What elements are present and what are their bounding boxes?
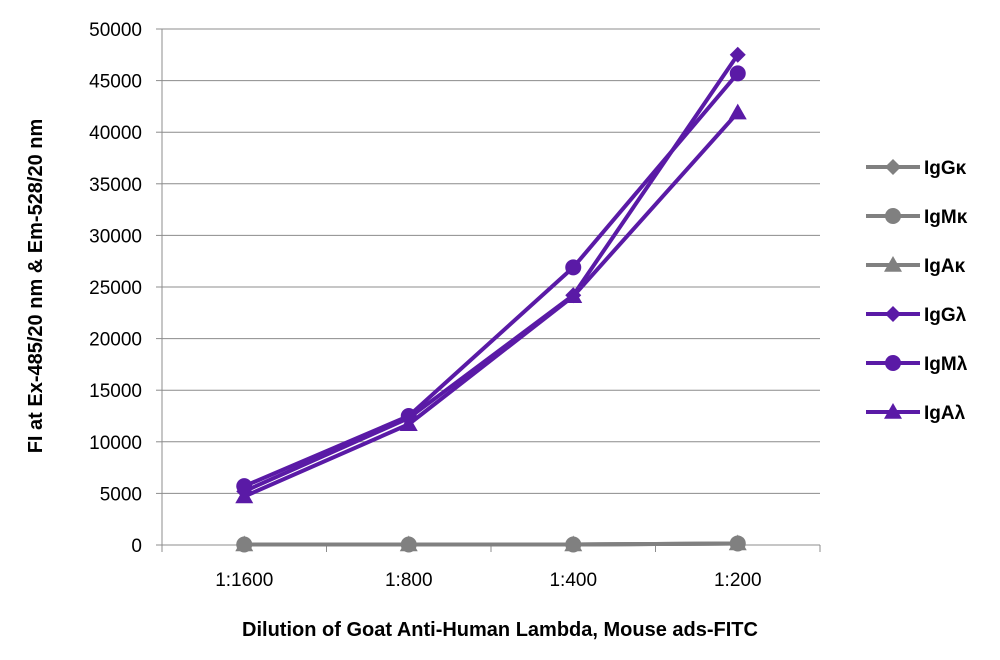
y-tick-label: 50000 xyxy=(89,20,142,41)
legend-item: IgAλ xyxy=(866,403,966,424)
data-point xyxy=(235,535,254,552)
data-point xyxy=(564,287,583,304)
x-tick-labels: 1:1600 1:800 1:400 1:200 xyxy=(215,570,761,591)
legend: IgGκ IgMκ IgAκ IgGλ IgMλ IgAλ xyxy=(866,158,968,424)
data-point xyxy=(729,65,746,82)
y-tick-label: 15000 xyxy=(89,381,142,402)
legend-marker xyxy=(884,403,902,419)
y-tick-label: 35000 xyxy=(89,175,142,196)
data-point xyxy=(399,535,418,552)
grid-lines xyxy=(162,28,820,494)
legend-item: IgGκ xyxy=(866,158,967,179)
legend-label: IgMκ xyxy=(924,207,968,228)
legend-marker xyxy=(884,256,902,272)
series-line xyxy=(243,72,740,489)
data-point xyxy=(399,415,418,432)
series-line xyxy=(244,541,738,547)
legend-marker xyxy=(885,208,901,224)
legend-item: IgAκ xyxy=(866,256,966,277)
legend-label: IgMλ xyxy=(924,354,968,375)
legend-marker xyxy=(885,355,901,371)
y-tick-labels: 0 5000 10000 15000 20000 25000 30000 35000 40000… xyxy=(89,20,142,557)
data-point xyxy=(728,534,747,551)
x-axis-title: Dilution of Goat Anti-Human Lambda, Mous… xyxy=(242,619,758,641)
legend-item: IgMλ xyxy=(866,354,968,375)
y-axis-title: FI at Ex-485/20 nm & Em-528/20 nm xyxy=(25,119,47,454)
y-tick-label: 5000 xyxy=(100,484,142,505)
x-tick-label: 1:800 xyxy=(385,570,433,591)
data-point xyxy=(729,46,746,63)
legend-label: IgGλ xyxy=(924,305,967,326)
data-point xyxy=(236,478,253,495)
legend-marker xyxy=(885,306,901,322)
y-tick-label: 20000 xyxy=(89,330,142,351)
series-5 xyxy=(236,65,746,495)
data-point xyxy=(728,103,747,120)
y-tick-label: 10000 xyxy=(89,433,142,454)
x-tick-label: 1:1600 xyxy=(215,570,273,591)
data-point xyxy=(565,259,582,276)
series-line xyxy=(243,53,740,494)
series-4 xyxy=(236,46,746,500)
series-6 xyxy=(235,103,747,504)
y-tick-label: 45000 xyxy=(89,72,142,93)
x-tick-label: 1:400 xyxy=(549,570,597,591)
series-3 xyxy=(235,534,747,552)
legend-item: IgGλ xyxy=(866,305,967,326)
legend-item: IgMκ xyxy=(866,207,968,228)
y-tick-label: 0 xyxy=(131,536,142,557)
y-tick-label: 30000 xyxy=(89,226,142,247)
x-tick-label: 1:200 xyxy=(714,570,762,591)
legend-label: IgGκ xyxy=(924,158,967,179)
legend-label: IgAκ xyxy=(924,256,966,277)
series-line xyxy=(243,111,740,499)
data-point xyxy=(235,487,254,504)
y-tick-label: 40000 xyxy=(89,123,142,144)
axes xyxy=(156,28,821,552)
y-tick-label: 25000 xyxy=(89,278,142,299)
series-group xyxy=(235,46,747,553)
data-point xyxy=(564,535,583,552)
legend-marker xyxy=(885,159,901,175)
legend-label: IgAλ xyxy=(924,403,966,424)
